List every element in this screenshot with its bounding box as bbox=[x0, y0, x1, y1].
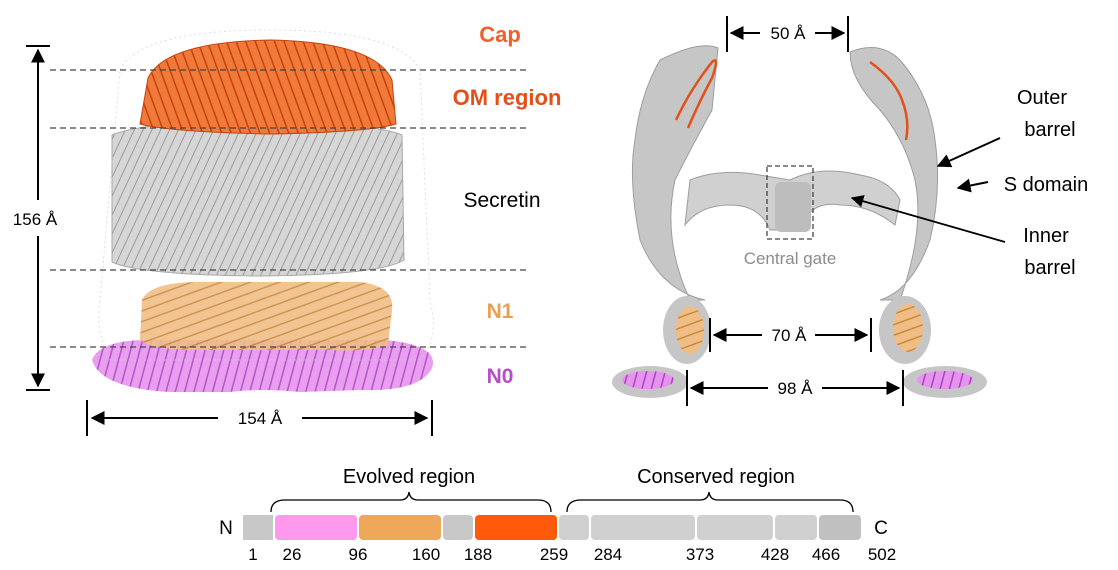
n0-label: N0 bbox=[487, 365, 514, 388]
residue-position: 26 bbox=[283, 545, 302, 564]
left-panel-structure bbox=[92, 29, 434, 392]
mid-dimension-line bbox=[709, 318, 872, 352]
width-dimension-line bbox=[86, 400, 433, 436]
segment-secretin-c bbox=[775, 515, 817, 540]
secretin-label: Secretin bbox=[463, 189, 540, 212]
segment-nterm bbox=[243, 515, 273, 540]
c-terminus-label: C bbox=[874, 518, 888, 539]
outer-barrel-label-line2: barrel bbox=[1024, 119, 1075, 141]
right-n1-ribbon bbox=[893, 304, 923, 352]
right-column-density bbox=[849, 47, 939, 301]
n1-label: N1 bbox=[487, 300, 514, 323]
segment-gap bbox=[559, 515, 589, 540]
central-gate-plug bbox=[775, 182, 811, 232]
central-gate-label: Central gate bbox=[744, 249, 837, 268]
inner-barrel-label-line2: barrel bbox=[1024, 257, 1075, 279]
n0-ring bbox=[92, 339, 434, 392]
cap-dome bbox=[139, 39, 397, 135]
residue-position: 428 bbox=[761, 545, 789, 564]
bottom-dimension-line bbox=[686, 370, 904, 406]
evolved-region-brace bbox=[270, 491, 552, 513]
inner-barrel-arrow bbox=[850, 195, 1006, 243]
s-domain-label: S domain bbox=[1004, 174, 1089, 196]
residue-position: 373 bbox=[686, 545, 714, 564]
right-cap-trace bbox=[869, 60, 909, 141]
residue-position: 284 bbox=[594, 545, 622, 564]
residue-positions: 1 26 96 160 188 259 284 373 428 466 502 bbox=[248, 545, 896, 564]
residue-position: 259 bbox=[540, 545, 568, 564]
s-domain-arrow bbox=[956, 178, 989, 193]
right-n0-ribbon bbox=[917, 371, 973, 389]
conserved-region-brace bbox=[566, 491, 854, 513]
secretin-barrel bbox=[111, 121, 405, 277]
residue-position: 188 bbox=[464, 545, 492, 564]
bottom-dimension-label: 98 Å bbox=[778, 379, 814, 398]
left-cap-trace bbox=[674, 59, 718, 129]
inner-barrel-label-line1: Inner bbox=[1023, 225, 1069, 247]
outer-barrel-label-line1: Outer bbox=[1017, 87, 1067, 109]
domain-bar bbox=[243, 515, 861, 540]
conserved-region-label: Conserved region bbox=[637, 466, 795, 488]
width-dimension-label: 154 Å bbox=[238, 409, 283, 428]
n1-ring bbox=[140, 282, 393, 351]
residue-position: 466 bbox=[812, 545, 840, 564]
top-dimension-label: 50 Å bbox=[771, 24, 807, 43]
evolved-region-label: Evolved region bbox=[343, 466, 475, 488]
residue-position: 502 bbox=[868, 545, 896, 564]
n-terminus-label: N bbox=[219, 518, 233, 539]
segment-cterm bbox=[819, 515, 861, 540]
segment-om bbox=[475, 515, 557, 540]
residue-position: 1 bbox=[248, 545, 257, 564]
segment-secretin-a bbox=[591, 515, 695, 540]
outer-barrel-arrow bbox=[936, 137, 1001, 168]
left-column-density bbox=[631, 45, 719, 301]
left-n0-ribbon bbox=[622, 371, 674, 389]
height-dimension-line bbox=[26, 45, 50, 391]
top-dimension-line bbox=[726, 16, 849, 52]
cap-label: Cap bbox=[479, 22, 521, 47]
central-gate-box bbox=[766, 165, 814, 240]
mid-dimension-label: 70 Å bbox=[772, 326, 808, 345]
region-divider-lines bbox=[50, 69, 530, 348]
residue-position: 96 bbox=[349, 545, 368, 564]
segment-n0 bbox=[275, 515, 357, 540]
segment-n1 bbox=[359, 515, 441, 540]
segment-secretin-b bbox=[697, 515, 773, 540]
right-panel-cross-section bbox=[612, 45, 987, 398]
residue-position: 160 bbox=[412, 545, 440, 564]
left-n1-ribbon bbox=[676, 306, 704, 354]
om-region-label: OM region bbox=[453, 85, 562, 110]
height-dimension-label: 156 Å bbox=[13, 210, 58, 229]
segment-linker bbox=[443, 515, 473, 540]
